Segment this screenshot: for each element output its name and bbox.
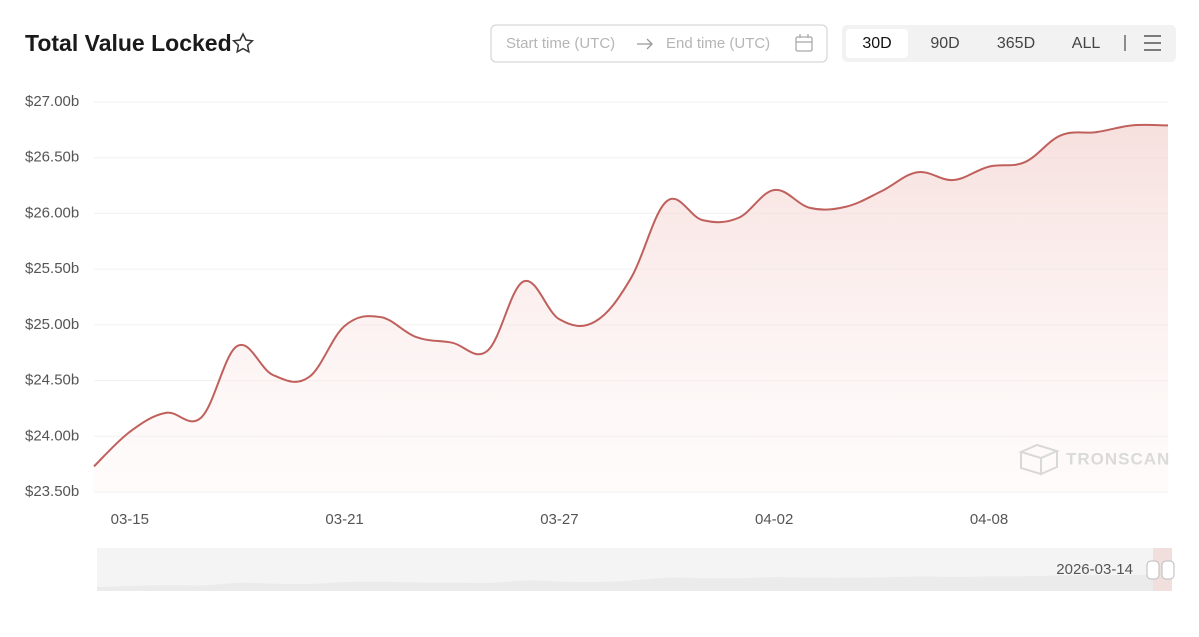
y-tick-label: $27.00b xyxy=(25,93,79,110)
date-range-box[interactable] xyxy=(490,24,828,63)
y-tick-label: $24.50b xyxy=(25,372,79,389)
end-time[interactable]: End time (UTC) xyxy=(666,35,770,52)
x-tick-label: 03-15 xyxy=(111,511,149,528)
range-group xyxy=(842,25,1176,62)
menu-icon[interactable] xyxy=(1144,35,1161,51)
range-button[interactable]: ALL xyxy=(1072,35,1101,52)
navigator-label: 2026-03-14 xyxy=(1056,561,1133,578)
x-tick-label: 03-27 xyxy=(540,511,578,528)
calendar-icon xyxy=(795,34,813,52)
arrow xyxy=(637,38,653,50)
range-selected xyxy=(846,29,908,58)
start-time[interactable]: Start time (UTC) xyxy=(506,35,615,52)
x-tick-label: 04-08 xyxy=(970,511,1008,528)
x-tick-label: 03-21 xyxy=(325,511,363,528)
watermark-logo xyxy=(1018,443,1060,476)
chart-title: Total Value Locked xyxy=(25,30,232,56)
x-tick-label: 04-02 xyxy=(755,511,793,528)
y-tick-label: $26.00b xyxy=(25,204,79,221)
navigator-area xyxy=(97,574,1172,591)
watermark: TRONSCAN xyxy=(1066,449,1170,468)
y-tick-label: $23.50b xyxy=(25,483,79,500)
range-button[interactable]: 365D xyxy=(997,35,1035,52)
area xyxy=(94,124,1168,492)
navigator-handle[interactable] xyxy=(1146,560,1160,580)
favorite-star[interactable] xyxy=(231,32,255,54)
range-button[interactable]: 90D xyxy=(930,35,959,52)
y-tick-label: $24.00b xyxy=(25,427,79,444)
navigator-handle[interactable] xyxy=(1161,560,1175,580)
y-tick-label: $25.00b xyxy=(25,316,79,333)
line xyxy=(93,123,1169,468)
range-button[interactable]: 30D xyxy=(862,35,891,52)
y-tick-label: $26.50b xyxy=(25,149,79,166)
y-tick-label: $25.50b xyxy=(25,260,79,277)
